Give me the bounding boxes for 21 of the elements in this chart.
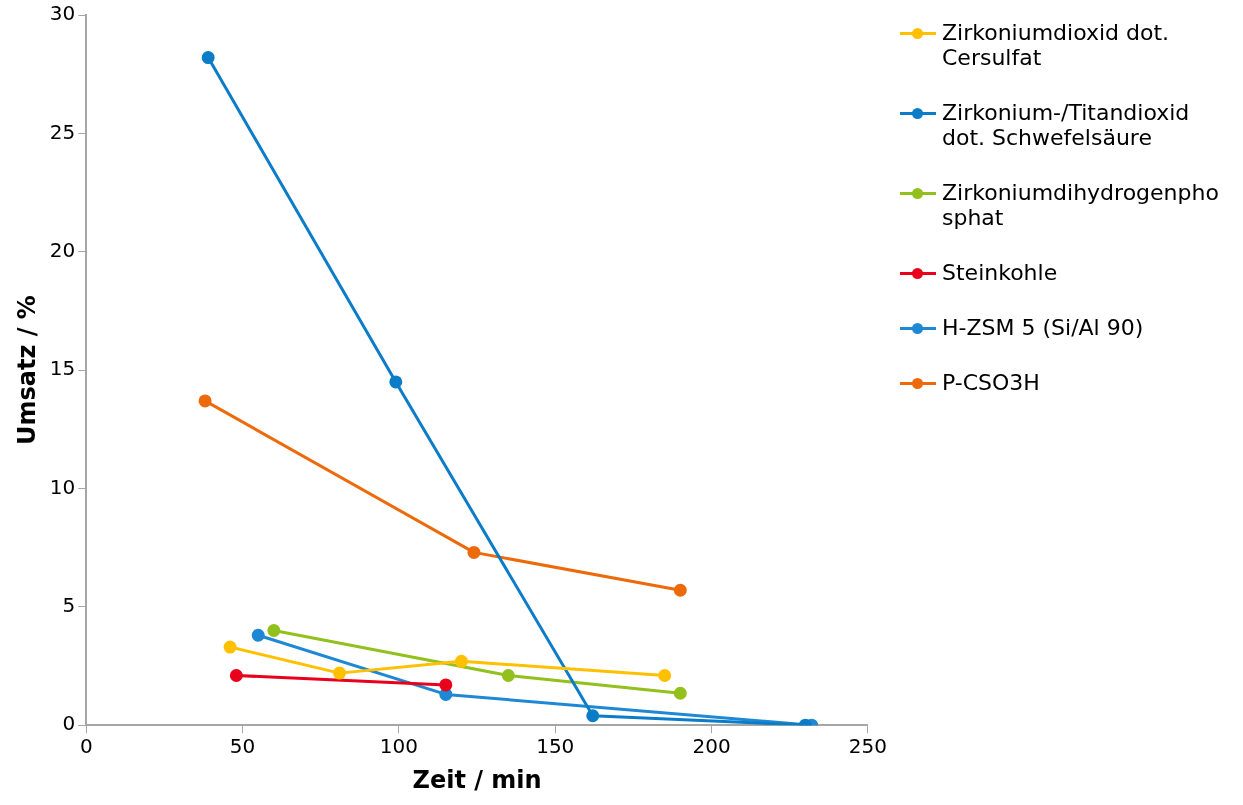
legend-label: Steinkohle <box>942 260 1058 285</box>
x-tick-label: 200 <box>692 734 731 759</box>
x-tick-label: 0 <box>79 734 93 759</box>
legend-label: Zirkoniumdioxid dot. Cersulfat <box>942 20 1171 70</box>
y-axis-title: Umsatz / % <box>12 295 41 446</box>
y-tick-label: 15 <box>49 356 76 381</box>
x-tick-label: 100 <box>379 734 419 759</box>
y-tick-label: 5 <box>62 593 76 618</box>
legend-label: Zirkonium-/Titandioxid dot. Schwefelsäure <box>942 100 1191 150</box>
y-tick-label: 0 <box>62 711 76 736</box>
legend-label: Zirkoniumdihydrogenphosphat <box>942 180 1220 230</box>
legend-label: H-ZSM 5 (Si/Al 90) <box>942 315 1144 340</box>
x-tick-label: 50 <box>229 734 256 759</box>
x-axis-title: Zeit / min <box>412 765 542 794</box>
x-tick-label: 150 <box>536 734 575 759</box>
legend-label: P-CSO3H <box>942 370 1040 395</box>
y-tick-label: 20 <box>49 237 76 262</box>
x-tick-label: 250 <box>848 734 888 759</box>
y-tick-label: 30 <box>49 1 76 26</box>
y-tick-label: 25 <box>49 119 76 144</box>
y-tick-label: 10 <box>49 474 76 499</box>
